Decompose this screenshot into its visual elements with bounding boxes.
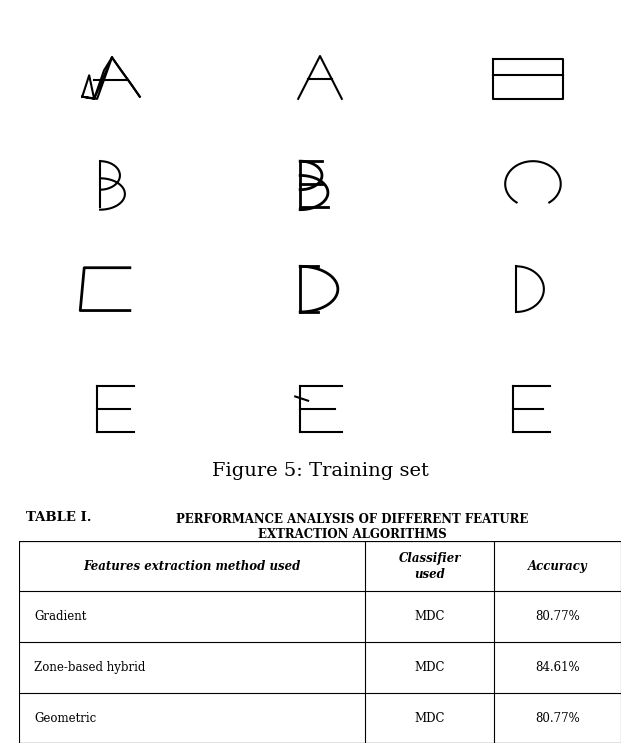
Text: PERFORMANCE ANALYSIS OF DIFFERENT FEATURE
EXTRACTION ALGORITHMS: PERFORMANCE ANALYSIS OF DIFFERENT FEATUR… xyxy=(176,513,528,541)
Text: MDC: MDC xyxy=(415,712,445,725)
Text: Figure 5: Training set: Figure 5: Training set xyxy=(212,463,428,480)
Text: Geometric: Geometric xyxy=(34,712,97,725)
Text: 80.77%: 80.77% xyxy=(535,611,580,623)
Text: Accuracy: Accuracy xyxy=(528,559,588,572)
Text: Classifier
used: Classifier used xyxy=(399,551,461,581)
Text: Zone-based hybrid: Zone-based hybrid xyxy=(34,661,146,674)
Text: Features extraction method used: Features extraction method used xyxy=(83,559,301,572)
Text: 84.61%: 84.61% xyxy=(535,661,580,674)
Text: MDC: MDC xyxy=(415,611,445,623)
Text: Gradient: Gradient xyxy=(34,611,86,623)
Text: 80.77%: 80.77% xyxy=(535,712,580,725)
Text: MDC: MDC xyxy=(415,661,445,674)
Text: TABLE I.: TABLE I. xyxy=(26,511,91,524)
